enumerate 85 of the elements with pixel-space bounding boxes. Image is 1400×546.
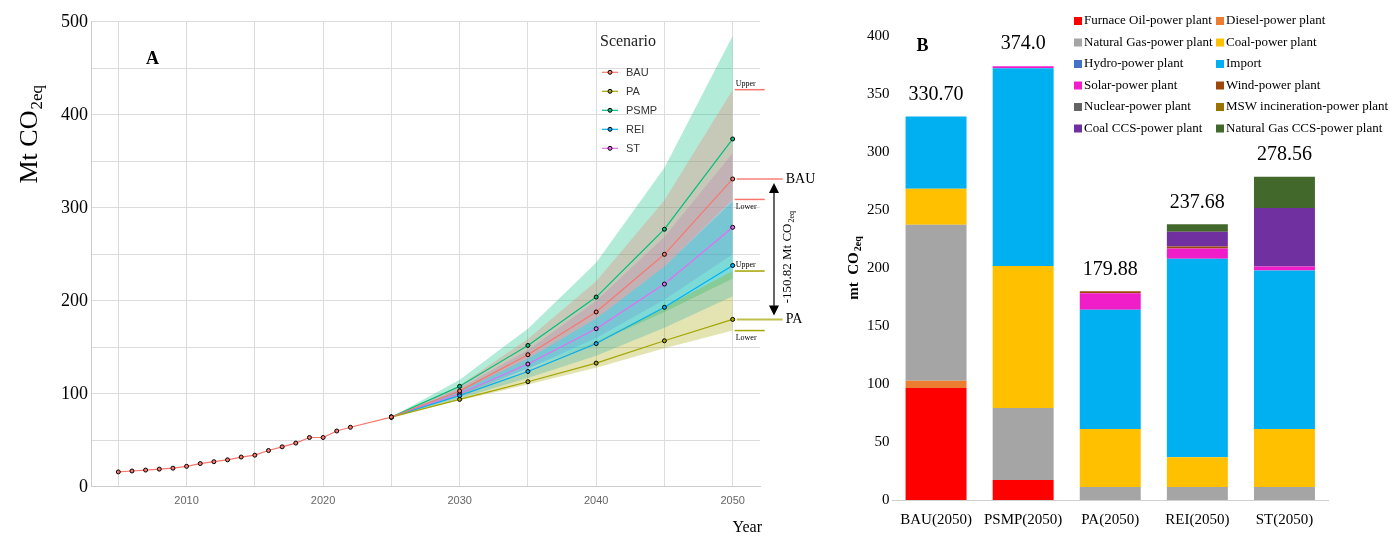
legend-label: REI [626,122,645,135]
y-tick-label: 150 [867,316,890,333]
x-tick-label: 2040 [583,494,609,507]
legend-label: Hydro-power plant [1084,55,1184,71]
bar [1079,293,1141,310]
bar [905,188,967,225]
bar [1166,487,1228,500]
legend-label: BAU [626,65,649,78]
annotation: B [916,34,929,55]
bar [1253,176,1315,209]
y-tick-label: 0 [79,475,88,496]
x-tick-label: PSMP(2050) [983,510,1063,528]
annotation: A [146,48,159,69]
bar [992,265,1054,409]
y-tick-label: 250 [867,200,890,217]
legend-label: ST [626,141,641,154]
y-tick-label: 500 [61,10,88,31]
legend-label: Furnace Oil-power plant [1084,12,1213,28]
legend-label: Nuclear-power plant [1084,98,1192,114]
y-tick-label: 0 [882,490,890,507]
text: -150.82 Mt CO2eq [779,210,796,304]
x-tick-label: BAU(2050) [900,510,972,528]
total-label: 278.56 [1256,142,1312,165]
y-axis-title: Mt CO2eq [13,84,47,184]
bar [1253,208,1315,267]
x-tick-label: 2050 [720,494,745,507]
bar [1166,224,1228,232]
bar [905,388,967,500]
y-tick-label: 200 [867,258,890,275]
bar [1079,487,1141,500]
legend-title: Scenario [600,32,656,49]
bar [992,408,1054,481]
x-tick-label: 2010 [174,494,199,507]
legend-label: Natural Gas-power plant [1084,33,1213,49]
x-tick-label: PA(2050) [1081,510,1140,528]
y-axis-title: mt CO2eq [844,235,864,300]
text: BAU [785,170,816,186]
legend-label: Coal CCS-power plant [1084,119,1203,135]
legend-label: MSW incineration-power plant [1226,98,1389,114]
bar [905,116,967,189]
bar [1079,309,1141,430]
bar [1253,270,1315,430]
bar [1166,258,1228,458]
bar [1079,429,1141,488]
bar [1166,248,1228,259]
y-tick-label: 50 [874,432,890,449]
y-tick-label: 200 [61,289,88,310]
x-tick-label: ST(2050) [1255,510,1314,528]
annotation: Lower [735,201,757,211]
total-label: 179.88 [1082,256,1138,279]
total-label: 330.70 [908,81,964,104]
bar [1166,231,1228,247]
bar [992,480,1054,500]
annotation: Upper [735,260,757,270]
y-tick-label: 400 [867,26,890,43]
bar [992,66,1054,69]
y-tick-label: 400 [61,103,88,124]
legend-label: Wind-power plant [1226,76,1321,92]
y-tick-label: 100 [61,382,88,403]
bar [992,68,1054,266]
x-tick-label: 2020 [310,494,336,507]
text: PA [785,311,804,327]
y-tick-label: 350 [867,84,890,101]
y-tick-label: 300 [867,142,890,159]
y-tick-label: 100 [867,374,890,391]
y-tick-label: 300 [61,196,88,217]
bar [1253,487,1315,500]
bar [905,224,967,381]
legend-label: PA [626,84,641,97]
x-tick-label: 2030 [447,494,472,507]
legend-label: PSMP [626,103,658,116]
bar [1253,429,1315,488]
total-label: 237.68 [1169,189,1225,212]
bar [905,380,967,389]
bar [1166,457,1228,488]
legend-label: Coal-power plant [1226,33,1317,49]
annotation: Upper [735,78,757,88]
legend-label: Solar-power plant [1084,76,1178,92]
x-axis-title: Year [732,518,763,536]
legend-label: Diesel-power plant [1226,12,1326,28]
legend-label: Natural Gas CCS-power plant [1226,119,1383,135]
total-label: 374.0 [1000,31,1046,54]
legend-label: Import [1226,55,1262,71]
x-tick-label: REI(2050) [1165,510,1230,528]
annotation: Lower [735,332,757,342]
